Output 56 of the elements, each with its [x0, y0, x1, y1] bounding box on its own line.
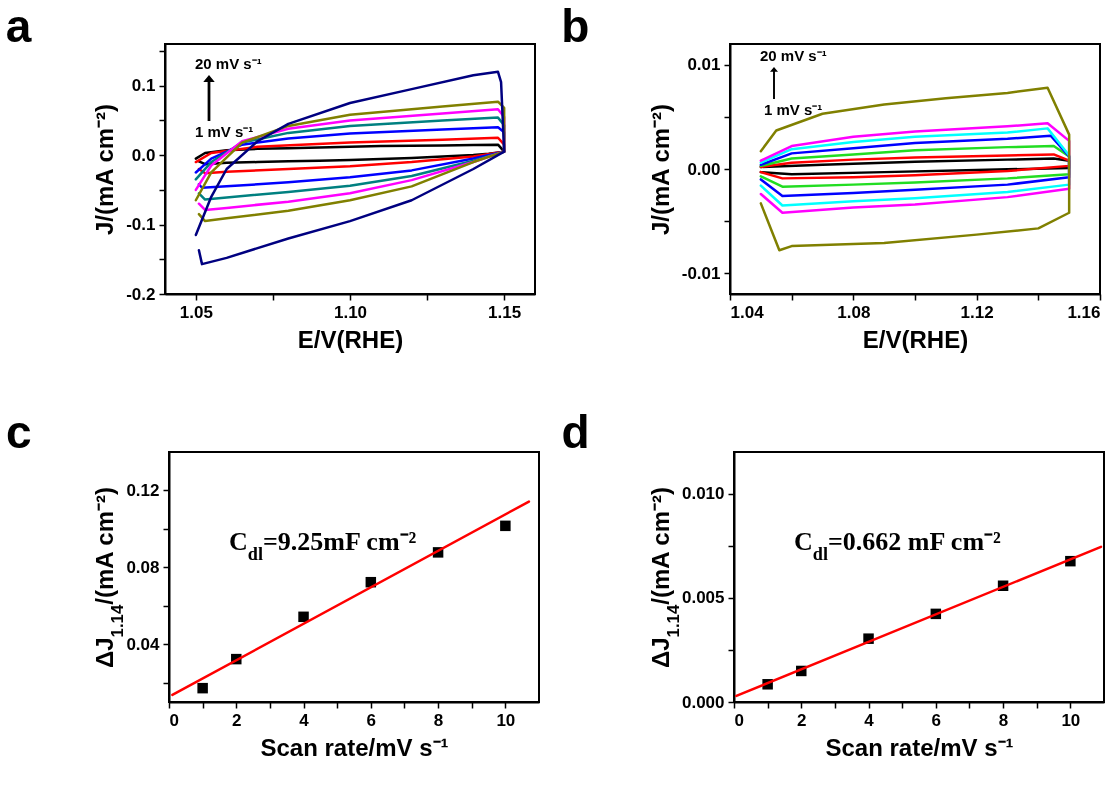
chart-title: d — [561, 405, 590, 458]
x-axis-title: Scan rate/mV s⁻¹ — [825, 733, 1014, 761]
x-tick-label: 1.15 — [488, 302, 522, 322]
x-tick-label: 8 — [433, 710, 444, 730]
x-tick-label: 2 — [797, 710, 807, 730]
line-series — [759, 144, 1071, 188]
y-tick-label: 0.010 — [681, 484, 725, 504]
x-tick-label: 1.10 — [333, 302, 368, 322]
chart-title: c — [5, 405, 32, 458]
annotation: 20 mV s⁻¹ — [760, 47, 827, 64]
x-axis-title: Scan rate/mV s⁻¹ — [260, 733, 449, 761]
y-tick-label: 0.1 — [131, 76, 156, 96]
x-tick-label: 1.08 — [837, 302, 871, 322]
line-series — [759, 134, 1071, 198]
x-tick-label: 0 — [734, 710, 744, 730]
x-tick-label: 4 — [864, 710, 875, 730]
y-tick-label: 0.0 — [131, 145, 156, 165]
y-tick-label: -0.1 — [126, 215, 156, 235]
y-tick-label: 0.04 — [126, 634, 161, 654]
y-tick-label: 0.12 — [126, 480, 160, 500]
x-tick-label: 2 — [232, 710, 242, 730]
y-tick-label: 0.00 — [687, 159, 721, 179]
annotation: C$_{dl}$=9.25mF cm⁻² — [229, 527, 417, 564]
y-tick-label: 0.005 — [681, 588, 725, 608]
line-series — [194, 70, 506, 266]
x-axis-title: E/V(RHE) — [862, 325, 969, 353]
x-tick-label: 0 — [169, 710, 179, 730]
x-tick-label: 4 — [299, 710, 310, 730]
annotation: 20 mV s⁻¹ — [195, 55, 262, 72]
x-tick-label: 10 — [496, 710, 516, 730]
annotation: 1 mV s⁻¹ — [195, 123, 254, 140]
y-tick-label: -0.01 — [681, 263, 721, 283]
x-tick-label: 10 — [1061, 710, 1081, 730]
x-axis-title: E/V(RHE) — [297, 325, 404, 353]
y-axis-title: J/(mA cm⁻²) — [91, 103, 119, 236]
y-tick-label: -0.2 — [126, 284, 156, 304]
y-axis-title: J/(mA cm⁻²) — [646, 103, 674, 236]
point — [197, 682, 208, 694]
point — [500, 520, 511, 532]
y-tick-label: 0.08 — [126, 557, 160, 577]
x-tick-label: 6 — [931, 710, 942, 730]
x-tick-label: 1.16 — [1067, 302, 1101, 322]
y-tick-label: 0.01 — [687, 55, 721, 75]
x-tick-label: 1.12 — [960, 302, 994, 322]
x-tick-label: 1.04 — [730, 302, 765, 322]
chart-title: b — [561, 0, 590, 52]
x-tick-label: 1.05 — [179, 302, 213, 322]
annotation: 1 mV s⁻¹ — [764, 101, 823, 118]
y-tick-label: 0.000 — [681, 692, 725, 712]
line-series — [759, 86, 1071, 252]
line-series — [194, 100, 506, 223]
x-tick-label: 6 — [366, 710, 377, 730]
point — [298, 611, 309, 623]
annotation: C$_{dl}$=0.662 mF cm⁻² — [794, 527, 1002, 564]
x-tick-label: 8 — [998, 710, 1009, 730]
chart-title: a — [5, 0, 32, 52]
